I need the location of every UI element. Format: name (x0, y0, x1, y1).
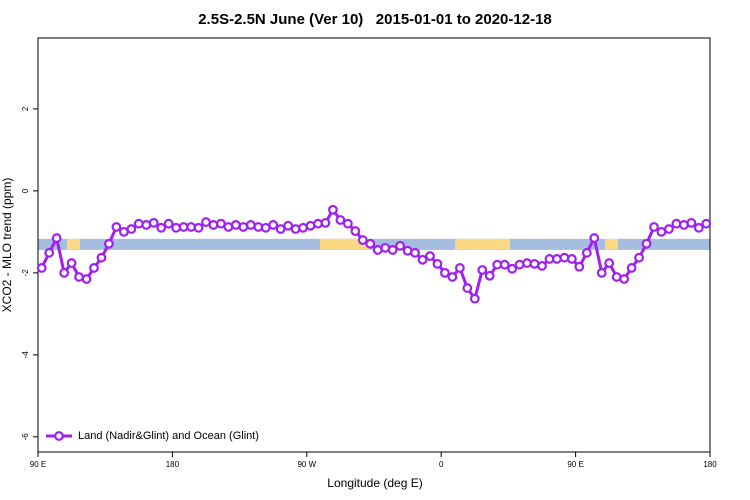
data-point (626, 263, 637, 273)
data-point (410, 247, 420, 258)
data-point (604, 258, 615, 268)
data-point (387, 245, 398, 255)
data-point (320, 217, 331, 228)
data-point (574, 261, 585, 272)
data-point (148, 217, 159, 228)
data-point (216, 218, 226, 229)
data-point (619, 274, 630, 284)
y-tick-label: -4 (21, 351, 30, 359)
data-point (484, 270, 495, 281)
data-point (328, 204, 338, 215)
data-point (417, 254, 428, 265)
legend-marker (54, 431, 64, 441)
data-point (454, 263, 465, 273)
data-point (634, 252, 644, 263)
data-point (552, 254, 562, 264)
data-point (477, 265, 488, 275)
data-point (335, 215, 346, 225)
data-point (163, 218, 174, 229)
data-point (469, 293, 480, 304)
data-point (342, 218, 353, 229)
plot-frame (37, 37, 711, 453)
data-point (365, 238, 376, 249)
data-point (357, 235, 368, 245)
data-point (559, 252, 570, 263)
data-point (96, 252, 107, 263)
data-point (701, 218, 712, 229)
data-point (89, 263, 99, 273)
data-point (432, 258, 443, 269)
data-point (208, 220, 219, 230)
data-point (581, 247, 592, 258)
data-point (156, 222, 167, 233)
data-point (36, 263, 47, 273)
data-point (664, 224, 674, 234)
y-tick-label: 0 (21, 188, 30, 193)
x-tick-label: 90 E (567, 460, 583, 469)
data-point (51, 233, 62, 243)
data-point (81, 274, 92, 284)
data-point (671, 218, 682, 229)
data-point (425, 251, 435, 261)
x-tick-label: 0 (439, 460, 444, 469)
x-axis-label: Longitude (deg E) (327, 476, 422, 490)
data-point (283, 220, 294, 231)
x-tick-label: 90 E (30, 460, 46, 469)
data-point (596, 267, 607, 278)
data-point (59, 267, 70, 278)
data-point (350, 226, 361, 236)
land-segment (66, 238, 80, 250)
data-point (44, 247, 55, 258)
data-point (104, 238, 114, 249)
legend-label: Land (Nadir&Glint) and Ocean (Glint) (78, 430, 259, 442)
data-point (66, 258, 77, 268)
data-point (275, 224, 286, 234)
data-point (447, 272, 458, 282)
chart-title: 2.5S-2.5N June (Ver 10) 2015-01-01 to 20… (198, 11, 552, 28)
y-tick-label: -6 (21, 433, 30, 441)
data-point (566, 254, 577, 264)
data-point (514, 259, 525, 270)
data-point (537, 261, 547, 271)
data-point (111, 222, 122, 232)
data-point (589, 233, 600, 243)
land-segment (454, 238, 511, 250)
land-segment (605, 238, 619, 250)
data-point (268, 220, 279, 230)
x-tick-label: 180 (703, 460, 717, 469)
data-point (193, 222, 204, 233)
data-point (440, 267, 450, 278)
data-point (290, 224, 301, 234)
data-point (395, 240, 406, 251)
data-point (133, 218, 144, 229)
data-point (507, 263, 518, 274)
data-point (499, 259, 510, 270)
data-point (462, 283, 473, 293)
x-tick-label: 180 (166, 460, 180, 469)
y-axis-label: XCO2 - MLO trend (ppm) (0, 178, 14, 313)
data-point (126, 224, 137, 234)
y-tick-label: 2 (21, 106, 30, 111)
data-point (693, 222, 704, 233)
land-segment (319, 238, 370, 250)
x-tick-label: 90 W (297, 460, 316, 469)
data-point (649, 222, 659, 232)
data-point (641, 238, 652, 249)
data-point (686, 217, 697, 228)
y-tick-label: -2 (21, 269, 30, 277)
